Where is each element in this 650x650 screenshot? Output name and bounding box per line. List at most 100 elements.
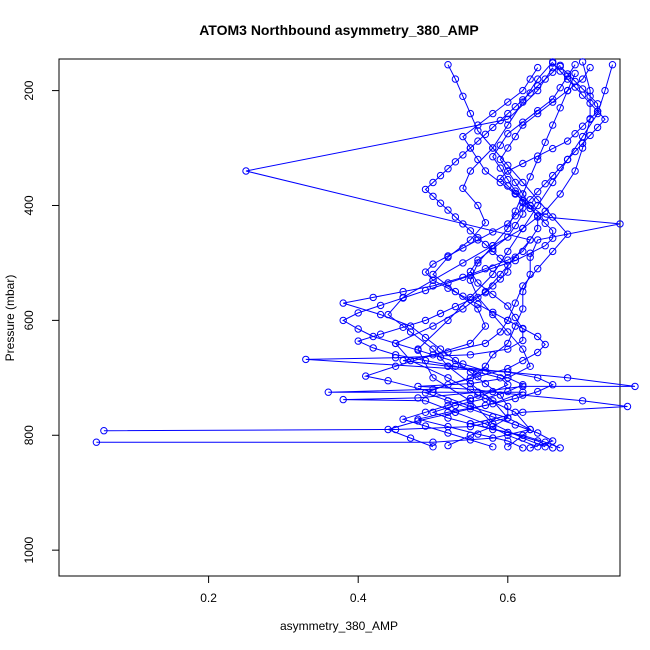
data-point xyxy=(481,167,490,175)
data-point xyxy=(92,438,101,446)
data-point xyxy=(429,351,437,359)
data-point xyxy=(504,437,512,445)
series-line xyxy=(342,66,599,449)
data-point xyxy=(444,397,452,405)
data-point xyxy=(481,322,490,330)
data-point xyxy=(563,374,572,382)
data-point xyxy=(391,339,400,348)
data-point xyxy=(421,286,430,295)
x-tick-label: 0.4 xyxy=(350,591,367,605)
data-point xyxy=(474,236,482,244)
data-point xyxy=(519,336,527,345)
data-point xyxy=(466,271,475,280)
data-point xyxy=(429,178,437,187)
data-point xyxy=(444,441,452,450)
series-line xyxy=(305,64,576,449)
data-point xyxy=(504,182,512,190)
data-point xyxy=(519,381,527,389)
data-point xyxy=(444,165,452,173)
data-point xyxy=(519,247,527,256)
data-point xyxy=(369,344,377,352)
data-point xyxy=(429,322,437,330)
data-point xyxy=(489,109,497,118)
data-point xyxy=(489,425,497,434)
data-point xyxy=(504,414,512,422)
data-point xyxy=(489,290,497,299)
data-point xyxy=(414,394,422,402)
data-point xyxy=(504,261,512,269)
data-point xyxy=(504,121,512,129)
series-line xyxy=(424,62,606,449)
data-point xyxy=(459,259,467,267)
data-point xyxy=(459,92,467,101)
data-point xyxy=(519,282,527,290)
y-tick-label: 600 xyxy=(22,310,36,330)
data-point xyxy=(466,144,475,152)
data-point xyxy=(571,60,579,69)
data-point xyxy=(549,227,557,235)
data-point xyxy=(519,224,527,233)
data-point xyxy=(451,401,460,410)
data-point xyxy=(421,316,430,325)
data-point xyxy=(526,253,534,261)
data-point xyxy=(459,220,467,228)
data-point xyxy=(504,247,512,256)
data-point xyxy=(481,240,490,249)
series-2 xyxy=(100,58,594,435)
data-point xyxy=(436,353,445,361)
data-point xyxy=(571,147,579,156)
data-point xyxy=(556,444,564,452)
data-point xyxy=(549,437,557,445)
data-point xyxy=(489,153,497,161)
data-point xyxy=(616,220,624,228)
data-point xyxy=(511,313,519,322)
data-point xyxy=(534,152,542,160)
data-point xyxy=(571,167,579,175)
data-point xyxy=(451,302,460,311)
data-point xyxy=(504,144,512,152)
data-point xyxy=(429,282,437,290)
data-point xyxy=(534,188,542,196)
data-point xyxy=(466,351,475,359)
data-point xyxy=(534,224,542,233)
data-point xyxy=(556,61,564,70)
data-point xyxy=(504,98,512,106)
data-point xyxy=(474,279,482,287)
data-point xyxy=(519,444,527,452)
data-point xyxy=(429,260,437,268)
data-point xyxy=(556,190,564,198)
data-point xyxy=(429,276,437,284)
data-point xyxy=(436,345,445,353)
data-point xyxy=(474,305,482,313)
data-point xyxy=(436,199,445,207)
plot-frame xyxy=(58,58,621,577)
data-point xyxy=(549,247,557,256)
data-point xyxy=(451,158,460,166)
data-point xyxy=(489,310,497,319)
series-line xyxy=(103,61,591,432)
data-point xyxy=(519,324,527,333)
data-point xyxy=(481,265,490,273)
data-point xyxy=(466,394,475,403)
data-point xyxy=(504,302,512,310)
data-point xyxy=(526,270,534,279)
data-point xyxy=(444,252,452,260)
data-point xyxy=(429,438,437,446)
data-point xyxy=(496,275,504,283)
data-point xyxy=(511,178,519,187)
data-point xyxy=(593,100,602,108)
data-point xyxy=(429,408,437,416)
data-point xyxy=(586,115,594,123)
data-point xyxy=(369,293,377,302)
data-point xyxy=(504,167,512,175)
data-point xyxy=(466,420,475,428)
data-point xyxy=(541,180,549,188)
data-point xyxy=(466,379,475,388)
y-tick-label: 200 xyxy=(22,80,36,100)
data-point xyxy=(519,388,527,396)
series-11 xyxy=(421,59,609,452)
data-point xyxy=(519,204,527,212)
data-point xyxy=(429,270,437,279)
data-point xyxy=(489,264,497,272)
